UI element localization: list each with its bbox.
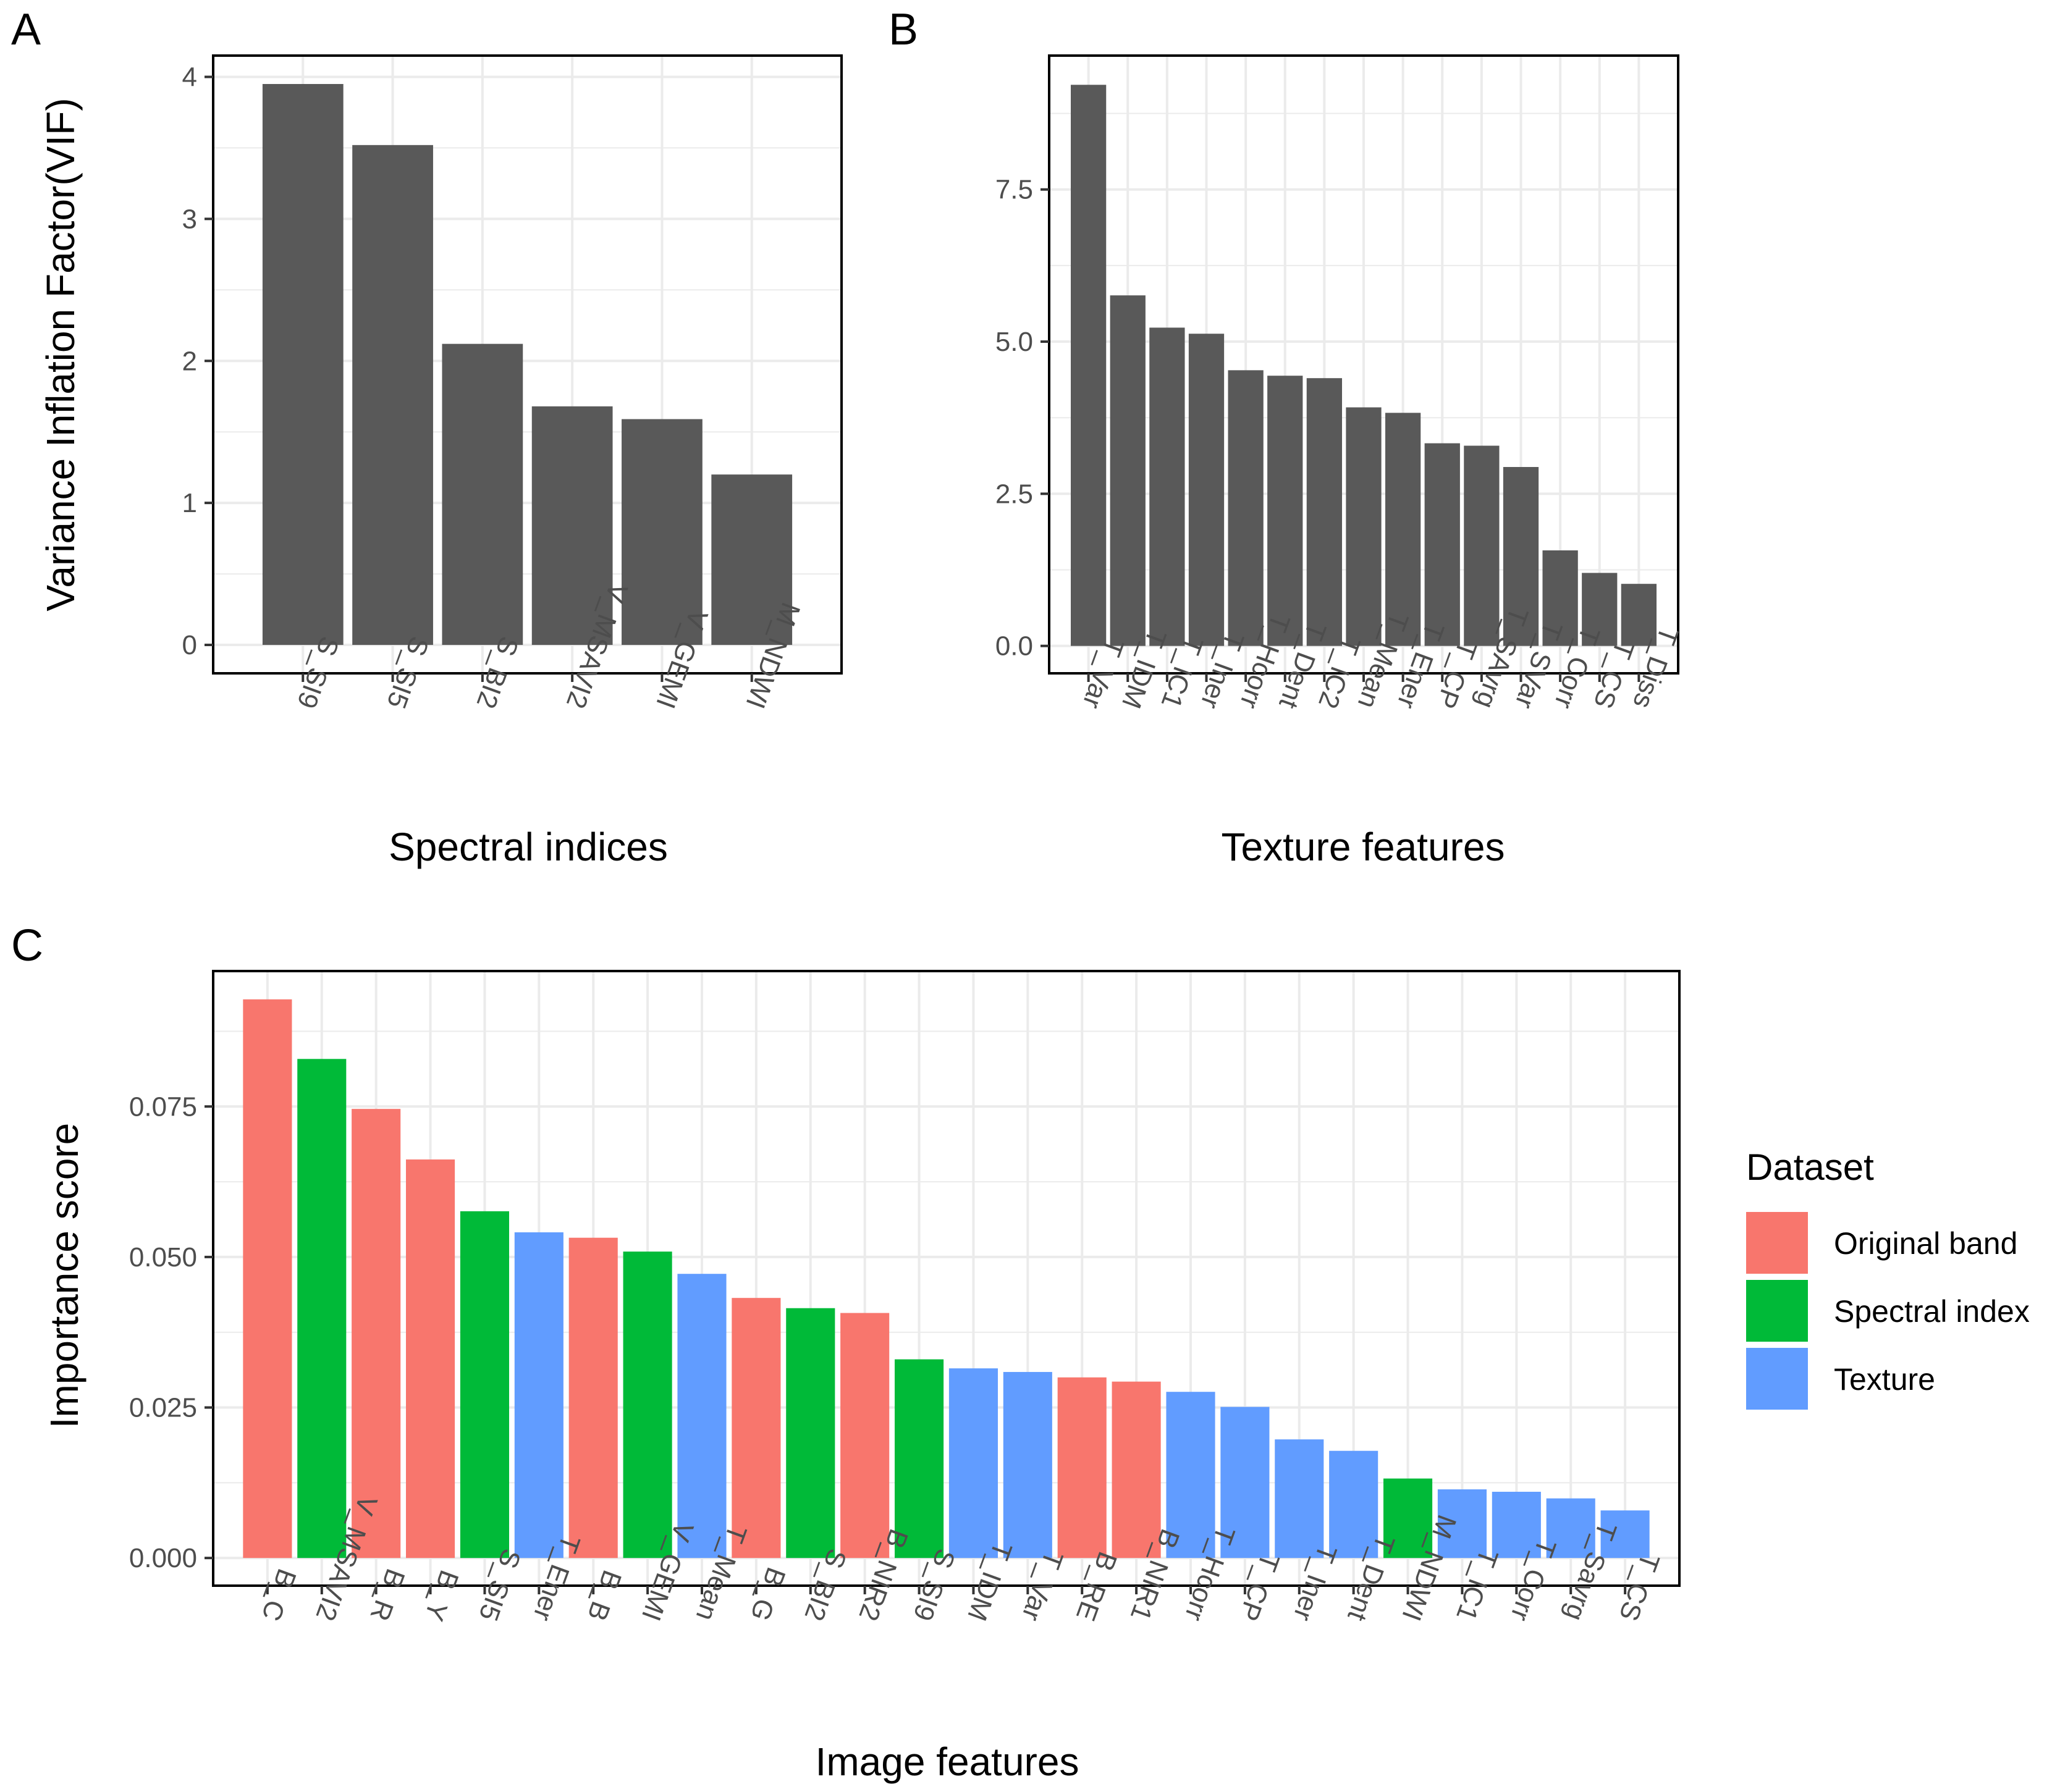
chart-b-bar-t-ic2	[1306, 378, 1343, 646]
chart-c-panel-border	[212, 970, 1681, 1587]
chart-c-y-axis: 0.000 0.025 0.050 0.075	[129, 1092, 213, 1573]
chart-c-bar-b-nir1	[1112, 1381, 1161, 1559]
chart-b-bar-t-ic1	[1149, 327, 1185, 646]
chart-c-bar-b-nir2	[840, 1313, 890, 1559]
chart-c-bar-t-mean	[677, 1274, 727, 1559]
chart-c-legend-swatch-original-band	[1746, 1212, 1808, 1274]
chart-c-ylabel: Importance score	[42, 1123, 87, 1428]
chart-c-bar-t-ic1	[1437, 1489, 1487, 1559]
chart-b-y-tick-label: 0.0	[995, 631, 1033, 662]
chart-c-legend-label-original-band: Original band	[1834, 1226, 2017, 1261]
chart-b-bar-t-ener	[1385, 413, 1421, 646]
chart-a-bars	[262, 83, 793, 646]
chart-b-bar-t-mean	[1346, 407, 1382, 646]
chart-c-bars	[243, 999, 1650, 1559]
chart-c-bar-t-iner	[1275, 1439, 1324, 1559]
chart-b-bar-t-iner	[1188, 334, 1225, 646]
chart-c-bar-t-idm	[948, 1368, 998, 1559]
chart-c-bar-m-ndwi	[1383, 1478, 1433, 1559]
chart-c-legend-title: Dataset	[1746, 1146, 1874, 1188]
chart-a-y-axis: 0 1 2 3 4	[182, 62, 213, 660]
chart-panel-c: Importance score Image features 0.0000.0…	[42, 970, 1681, 1784]
chart-c-bar-v-msavi2	[297, 1059, 347, 1559]
chart-c-xlabel: Image features	[816, 1739, 1079, 1784]
chart-b-bar-t-var	[1070, 85, 1107, 646]
chart-b-bar-t-hcorr	[1228, 370, 1264, 646]
panel-letter-c: C	[11, 921, 43, 970]
chart-a-xlabel: Spectral indices	[389, 825, 668, 869]
chart-b-bars	[1070, 85, 1657, 646]
chart-a-panel-border	[212, 54, 843, 675]
chart-c-bar-t-cp	[1220, 1407, 1270, 1559]
chart-b-bar-t-diss	[1621, 584, 1657, 646]
chart-a-bar-s-bi2	[442, 343, 523, 646]
chart-c-bar-t-savrg	[1546, 1498, 1595, 1559]
chart-c-bar-s-bi2	[786, 1308, 835, 1559]
chart-a-bar-m-ndwi	[711, 474, 793, 646]
chart-c-bar-b-b	[568, 1237, 618, 1559]
chart-c-bar-b-r	[352, 1109, 401, 1559]
chart-b-y-tick-label: 7.5	[995, 175, 1033, 205]
chart-b-bar-t-dent	[1267, 376, 1303, 646]
chart-c-y-tick-label: 0.050	[129, 1242, 197, 1272]
chart-c-legend-label-spectral-index: Spectral index	[1834, 1294, 2030, 1329]
chart-a-y-tick-label: 2	[182, 346, 197, 376]
chart-c-bar-t-ener	[514, 1232, 564, 1559]
chart-c-y-tick-label: 0.000	[129, 1543, 197, 1573]
chart-a-bar-s-si5	[352, 145, 433, 646]
chart-a-bar-s-si9	[262, 83, 344, 646]
chart-b-bar-t-idm	[1110, 295, 1146, 646]
chart-b-bar-t-svar	[1503, 467, 1539, 646]
chart-a-y-tick-label: 1	[182, 488, 197, 518]
chart-b-bar-t-corr	[1542, 550, 1578, 646]
chart-c-bar-b-g	[732, 1298, 781, 1559]
chart-c-legend-label-texture: Texture	[1834, 1362, 1935, 1397]
chart-c-legend: Dataset Original band Spectral index Textu…	[1746, 1146, 2030, 1410]
chart-c-bar-v-gemi	[623, 1251, 672, 1559]
chart-c-bar-t-dent	[1329, 1450, 1378, 1559]
chart-b-bar-t-savrg	[1464, 445, 1500, 646]
chart-a-ylabel: Variance Inflation Factor(VIF)	[38, 98, 83, 611]
chart-a-y-tick-label: 0	[182, 630, 197, 660]
chart-b-bar-t-cp	[1424, 443, 1460, 646]
chart-c-bar-b-c	[243, 999, 292, 1559]
chart-b-xlabel: Texture features	[1222, 825, 1505, 869]
chart-c-bar-t-hcorr	[1166, 1392, 1215, 1559]
chart-a-y-tick-label: 4	[182, 62, 197, 92]
chart-a-bar-v-gemi	[622, 419, 703, 646]
chart-c-bar-s-si9	[895, 1359, 944, 1559]
chart-a-bar-v-msavi2	[531, 406, 613, 646]
chart-c-bar-t-var	[1003, 1372, 1052, 1559]
chart-c-legend-swatch-texture	[1746, 1348, 1808, 1410]
chart-c-bar-t-corr	[1492, 1491, 1541, 1559]
chart-panel-b: Texture features 0.02.55.07.5T_VarT_IDMT…	[995, 54, 1684, 869]
chart-b-y-axis: 0.0 2.5 5.0 7.5	[995, 175, 1049, 662]
chart-panel-a: Variance Inflation Factor(VIF) Spectral …	[38, 54, 843, 869]
panel-letter-b: B	[889, 5, 918, 54]
chart-c-y-tick-label: 0.075	[129, 1092, 197, 1122]
chart-b-bar-t-cs	[1582, 573, 1618, 646]
chart-c-y-tick-label: 0.025	[129, 1393, 197, 1423]
chart-a-y-tick-label: 3	[182, 204, 197, 234]
chart-c-bar-b-y	[406, 1159, 455, 1559]
chart-b-y-tick-label: 5.0	[995, 327, 1033, 357]
chart-c-legend-swatch-spectral-index	[1746, 1280, 1808, 1342]
chart-c-bar-t-cs	[1600, 1510, 1650, 1559]
panel-letter-a: A	[11, 5, 41, 54]
chart-c-bar-b-re	[1057, 1377, 1107, 1559]
chart-c-bar-s-si5	[460, 1211, 509, 1559]
chart-b-y-tick-label: 2.5	[995, 479, 1033, 509]
